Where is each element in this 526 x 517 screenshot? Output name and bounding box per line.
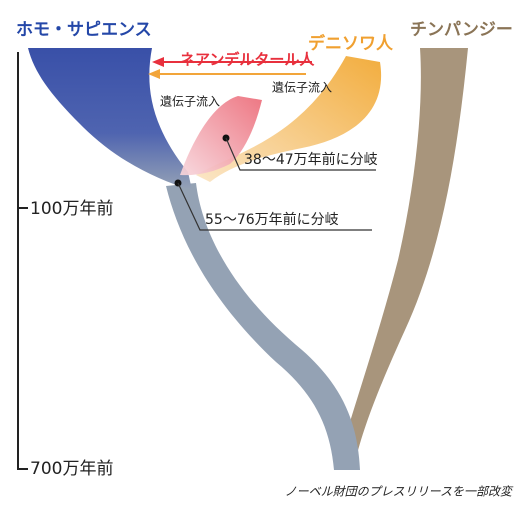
species-label: ホモ・サピエンス — [16, 20, 152, 40]
leader-line — [225, 137, 376, 171]
arrow-head — [148, 69, 160, 79]
annotation: 38〜47万年前に分岐 — [244, 151, 378, 168]
denisovan-branch — [196, 56, 382, 182]
axis-label: 100万年前 — [30, 199, 113, 219]
axis-label: 700万年前 — [30, 459, 113, 479]
neanderthal-branch — [180, 96, 262, 176]
credit: ノーベル財団のプレスリリースを一部改変 — [285, 485, 514, 499]
arrow-head — [152, 57, 164, 67]
common-trunk — [166, 183, 360, 470]
species-label: デニソワ人 — [308, 33, 394, 54]
annotation: 55〜76万年前に分岐 — [205, 211, 339, 228]
gene-flow-label: 遺伝子流入 — [272, 80, 332, 95]
chimpanzee-branch — [340, 48, 468, 462]
gene-flow-label: 遺伝子流入 — [160, 94, 220, 109]
homo-sapiens-branch — [28, 48, 192, 190]
species-label: ネアンデルタール人 — [180, 51, 315, 69]
species-label: チンパンジー — [410, 20, 513, 40]
leader-line — [177, 182, 372, 231]
